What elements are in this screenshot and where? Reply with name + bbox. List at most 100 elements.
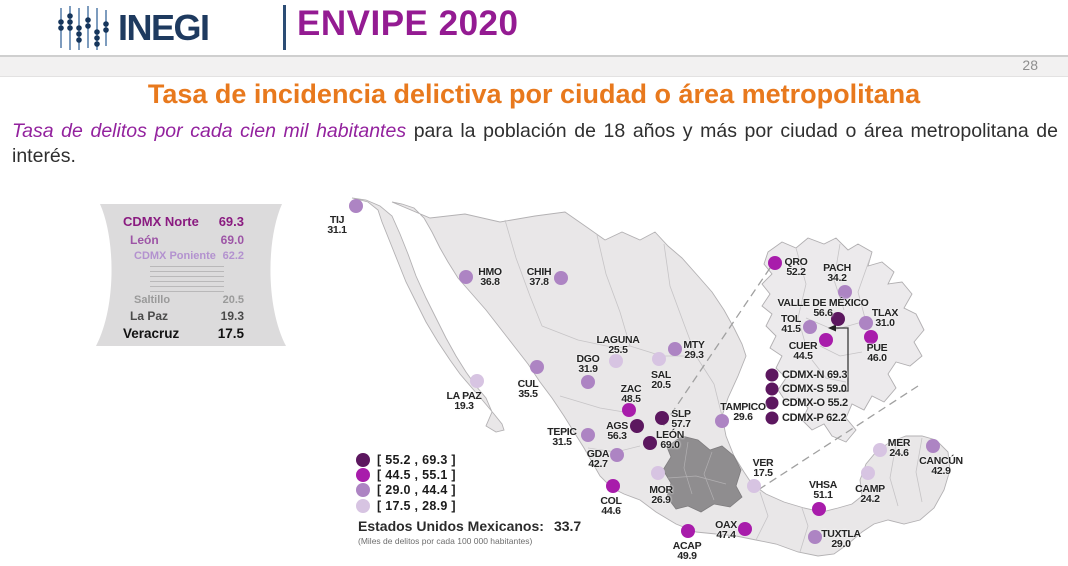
- city-marker-tuxtla: [808, 530, 822, 544]
- inegi-logo-text: INEGI: [118, 7, 210, 48]
- subtitle-rest: para la población de 18 años y más por c…: [12, 120, 1059, 167]
- city-marker-cdmx-s: [765, 382, 779, 396]
- city-marker-laguna: [609, 354, 623, 368]
- ranking-box-shape: [96, 204, 286, 346]
- city-marker-mer: [873, 443, 887, 457]
- city-marker-vhsa: [812, 502, 826, 516]
- ranking-city-value: 19.3: [220, 309, 244, 323]
- ranking-city-value: 69.0: [220, 233, 244, 247]
- city-dots-layer: [349, 199, 940, 544]
- national-average-label: Estados Unidos Mexicanos:: [358, 518, 544, 534]
- ranking-row-veracruz: Veracruz 17.5: [123, 326, 244, 341]
- ranking-top-rows: CDMX Norte 69.3 León 69.0 CDMX Poniente 62.2: [123, 214, 244, 262]
- city-marker-acap: [681, 524, 695, 538]
- legend-item-4: [ 17.5 , 28.9 ]: [356, 498, 456, 513]
- ranking-bottom-rows: Saltillo 20.5 La Paz 19.3 Veracruz 17.5: [123, 294, 244, 341]
- city-marker-tlax: [859, 316, 873, 330]
- city-marker-pach: [838, 285, 852, 299]
- ranking-omitted-row-line: [150, 291, 224, 292]
- city-marker-pue: [864, 330, 878, 344]
- ranking-city-value: 69.3: [218, 214, 244, 229]
- legend-range-label: [ 44.5 , 55.1 ]: [377, 468, 456, 483]
- ranking-city-name: CDMX Norte: [123, 214, 199, 229]
- city-marker-qro: [768, 256, 782, 270]
- report-title: ENVIPE 2020: [297, 4, 519, 43]
- ranking-row-cdmx-norte: CDMX Norte 69.3: [123, 214, 244, 229]
- city-marker-valle-de-mexico: [831, 312, 845, 326]
- legend-item-1: [ 55.2 , 69.3 ]: [356, 452, 456, 467]
- legend-item-2: [ 44.5 , 55.1 ]: [356, 467, 456, 483]
- ranking-city-name: La Paz: [130, 309, 169, 323]
- inset-connector-line-2: [757, 385, 919, 491]
- city-marker-tampico: [715, 414, 729, 428]
- legend-range-label: [ 17.5 , 28.9 ]: [377, 498, 456, 513]
- city-marker-col: [606, 479, 620, 493]
- legend-dot-icon: [356, 498, 370, 513]
- city-marker-cul: [530, 360, 544, 374]
- ranking-omitted-row-line: [150, 266, 224, 267]
- baja-california-peninsula: [351, 197, 505, 433]
- city-marker-camp: [861, 466, 875, 480]
- slide-title: Tasa de incidencia delictiva por ciudad …: [147, 79, 921, 109]
- ranking-city-value: 17.5: [217, 326, 244, 341]
- ranking-divider-lines: [150, 266, 224, 296]
- city-marker-hmo: [459, 270, 473, 284]
- cdmx-bracket: [835, 327, 849, 392]
- header-bar: INEGI ENVIPE 2020: [0, 0, 1068, 55]
- header-divider: [283, 5, 286, 50]
- city-marker-mty: [668, 342, 682, 356]
- city-marker-chih: [554, 271, 568, 285]
- ranking-city-value: 62.2: [222, 250, 244, 262]
- city-marker-cuer: [819, 333, 833, 347]
- legend-dot-icon: [356, 468, 370, 483]
- legend-dot-icon: [356, 483, 370, 498]
- slide-top-band: [0, 57, 1068, 77]
- ranking-omitted-row-line: [150, 281, 224, 282]
- city-marker-ags: [630, 419, 644, 433]
- city-marker-tepic: [581, 428, 595, 442]
- ranking-city-name: Veracruz: [123, 326, 180, 341]
- city-marker-oax: [738, 522, 752, 536]
- city-marker-dgo: [581, 375, 595, 389]
- city-marker-la-paz: [470, 374, 484, 388]
- city-marker-cdmx-n: [765, 368, 779, 382]
- legend-range-label: [ 29.0 , 44.4 ]: [377, 483, 456, 498]
- legend-range-label: [ 55.2 , 69.3 ]: [377, 452, 456, 467]
- city-marker-sal: [652, 352, 666, 366]
- city-marker-ver: [747, 479, 761, 493]
- mexico-mainland: [391, 201, 951, 557]
- city-marker-cancun: [926, 439, 940, 453]
- city-marker-leon: [643, 436, 657, 450]
- slide-subtitle: Tasa de delitos por cada cien mil habita…: [12, 119, 1058, 169]
- highlighted-region-borders: [667, 441, 727, 501]
- cdmx-bracket-arrow: [828, 324, 836, 332]
- page-number: 28: [1022, 57, 1038, 73]
- ranking-omitted-row-line: [150, 271, 224, 272]
- national-average: Estados Unidos Mexicanos: 33.7: [358, 518, 581, 534]
- city-marker-tol: [803, 320, 817, 334]
- ranking-city-value: 20.5: [222, 294, 244, 306]
- legend-item-3: [ 29.0 , 44.4 ]: [356, 483, 456, 498]
- city-marker-cdmx-p: [765, 411, 779, 425]
- ranking-city-name: León: [130, 233, 159, 247]
- ranking-row-saltillo: Saltillo 20.5: [123, 294, 244, 306]
- ranking-city-name: CDMX Poniente: [134, 250, 216, 262]
- ranking-row-leon: León 69.0: [123, 233, 244, 247]
- inset-region-outline: [761, 237, 925, 443]
- legend-dot-icon: [356, 452, 370, 467]
- city-marker-cdmx-o: [765, 396, 779, 410]
- city-marker-slp: [655, 411, 669, 425]
- ranking-row-la-paz: La Paz 19.3: [123, 309, 244, 323]
- inegi-logo: INEGI: [56, 5, 210, 51]
- state-borders: [504, 219, 923, 553]
- national-average-value: 33.7: [553, 518, 582, 534]
- inegi-abacus-icon: [58, 6, 109, 50]
- city-marker-gda: [610, 448, 624, 462]
- ranking-omitted-row-line: [150, 286, 224, 287]
- city-marker-mor: [651, 466, 665, 480]
- national-average-note: (Miles de delitos por cada 100 000 habit…: [358, 536, 533, 546]
- city-marker-zac: [622, 403, 636, 417]
- header-separator: [0, 55, 1068, 57]
- legend: [ 55.2 , 69.3 ][ 44.5 , 55.1 ][ 29.0 , 4…: [356, 452, 456, 514]
